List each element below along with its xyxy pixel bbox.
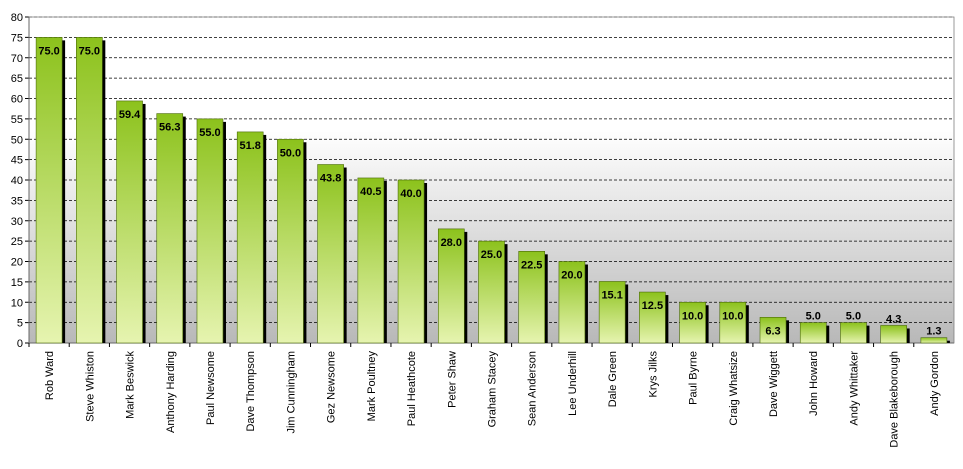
x-tick-label: Rob Ward [44, 351, 56, 400]
x-tick-label: Lee Underhill [567, 351, 579, 416]
bar-value-label: 75.0 [38, 45, 59, 57]
bar [840, 322, 867, 344]
y-tick-label: 30 [11, 216, 23, 228]
y-tick-label: 65 [11, 73, 23, 85]
bar [558, 261, 586, 344]
x-tick-label: Dave Wiggett [768, 351, 780, 417]
y-tick-label: 70 [11, 53, 23, 65]
x-tick-label: Mark Beswick [125, 351, 137, 419]
y-tick-label: 50 [11, 134, 23, 146]
x-tick-label: Andy Gordon [929, 351, 941, 416]
bar-value-label: 40.0 [400, 188, 421, 200]
x-tick-label: Andy Whittaker [848, 351, 860, 426]
y-tick-label: 40 [11, 175, 23, 187]
y-tick-label: 35 [11, 195, 23, 207]
bar [920, 337, 948, 344]
x-tick-label: John Howard [808, 351, 820, 416]
bar-value-label: 6.3 [765, 325, 780, 337]
x-tick-label: Gez Newsome [326, 351, 338, 423]
y-tick-label: 15 [11, 277, 23, 289]
bar-value-label: 5.0 [846, 311, 861, 323]
x-tick-label: Dale Green [607, 351, 619, 407]
y-tick-label: 60 [11, 94, 23, 106]
bar-value-label: 1.3 [926, 326, 941, 338]
y-tick-label: 45 [11, 155, 23, 167]
bar [719, 301, 747, 344]
bar [196, 118, 224, 344]
y-tick-label: 80 [11, 12, 23, 24]
y-tick-label: 55 [11, 114, 23, 126]
x-tick-label: Jim Cunningham [285, 351, 297, 434]
y-tick-label: 20 [11, 257, 23, 269]
x-tick-label: Paul Byrne [688, 351, 700, 405]
bar-value-label: 40.5 [360, 186, 381, 198]
bar-value-label: 4.3 [886, 313, 901, 325]
bar [236, 131, 264, 344]
x-axis: Rob Ward Steve Whiston Mark Beswick Anthony… [28, 343, 941, 448]
bar [397, 179, 425, 344]
bar [156, 113, 184, 344]
bar [518, 251, 546, 344]
bar [76, 37, 103, 344]
bar [639, 291, 666, 344]
x-tick-label: Krys Jilks [647, 351, 659, 398]
bar [35, 37, 63, 344]
bar-value-label: 10.0 [722, 310, 743, 322]
bar-value-label: 59.4 [119, 109, 141, 121]
bar-value-label: 25.0 [481, 249, 502, 261]
bar-value-label: 75.0 [79, 45, 100, 57]
x-tick-label: Sean Anderson [527, 351, 539, 426]
bar-value-label: 51.8 [239, 140, 260, 152]
x-tick-label: Paul Newsome [205, 351, 217, 425]
x-tick-label: Graham Stacey [487, 351, 499, 428]
bar-value-label: 50.0 [280, 147, 301, 159]
bar [799, 322, 827, 344]
bar [880, 325, 907, 344]
bar-value-label: 10.0 [682, 310, 703, 322]
bar [317, 164, 344, 344]
x-tick-label: Dave Thompson [245, 351, 257, 432]
bar-value-label: 55.0 [199, 127, 220, 139]
bar-value-label: 5.0 [806, 311, 821, 323]
bar [437, 228, 465, 344]
bar [478, 240, 505, 344]
bar-value-label: 12.5 [642, 300, 663, 312]
x-tick-label: Mark Poultney [366, 351, 378, 422]
bar-value-label: 43.8 [320, 173, 341, 185]
x-tick-label: Craig Whatsize [728, 351, 740, 426]
y-tick-label: 0 [17, 338, 23, 350]
bar [277, 138, 304, 344]
y-tick-label: 25 [11, 236, 23, 248]
bar [598, 281, 626, 344]
x-tick-label: Steve Whiston [84, 351, 96, 422]
x-tick-label: Dave Blakeborough [889, 351, 901, 448]
bar [357, 177, 385, 344]
bars: 75.0 75.0 59.4 56.3 55.0 51.8 50.0 43.8 40.5 40.0… [35, 37, 950, 344]
x-tick-label: Peter Shaw [446, 351, 458, 408]
y-tick-label: 10 [11, 297, 23, 309]
bar-value-label: 28.0 [441, 237, 462, 249]
x-tick-label: Paul Heathcote [406, 351, 418, 426]
bar-value-label: 15.1 [601, 289, 622, 301]
bar [116, 100, 143, 344]
bar-value-label: 56.3 [159, 122, 180, 134]
bar-value-label: 20.0 [561, 270, 582, 282]
x-tick-label: Anthony Harding [165, 351, 177, 433]
bar [679, 301, 706, 344]
bar [759, 317, 787, 344]
y-tick-label: 75 [11, 32, 23, 44]
y-tick-label: 5 [17, 318, 23, 330]
bar-value-label: 22.5 [521, 259, 542, 271]
